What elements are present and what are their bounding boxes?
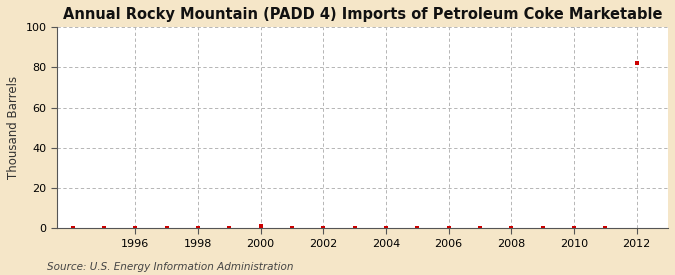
Y-axis label: Thousand Barrels: Thousand Barrels	[7, 76, 20, 179]
Text: Source: U.S. Energy Information Administration: Source: U.S. Energy Information Administ…	[47, 262, 294, 272]
Title: Annual Rocky Mountain (PADD 4) Imports of Petroleum Coke Marketable: Annual Rocky Mountain (PADD 4) Imports o…	[63, 7, 662, 22]
